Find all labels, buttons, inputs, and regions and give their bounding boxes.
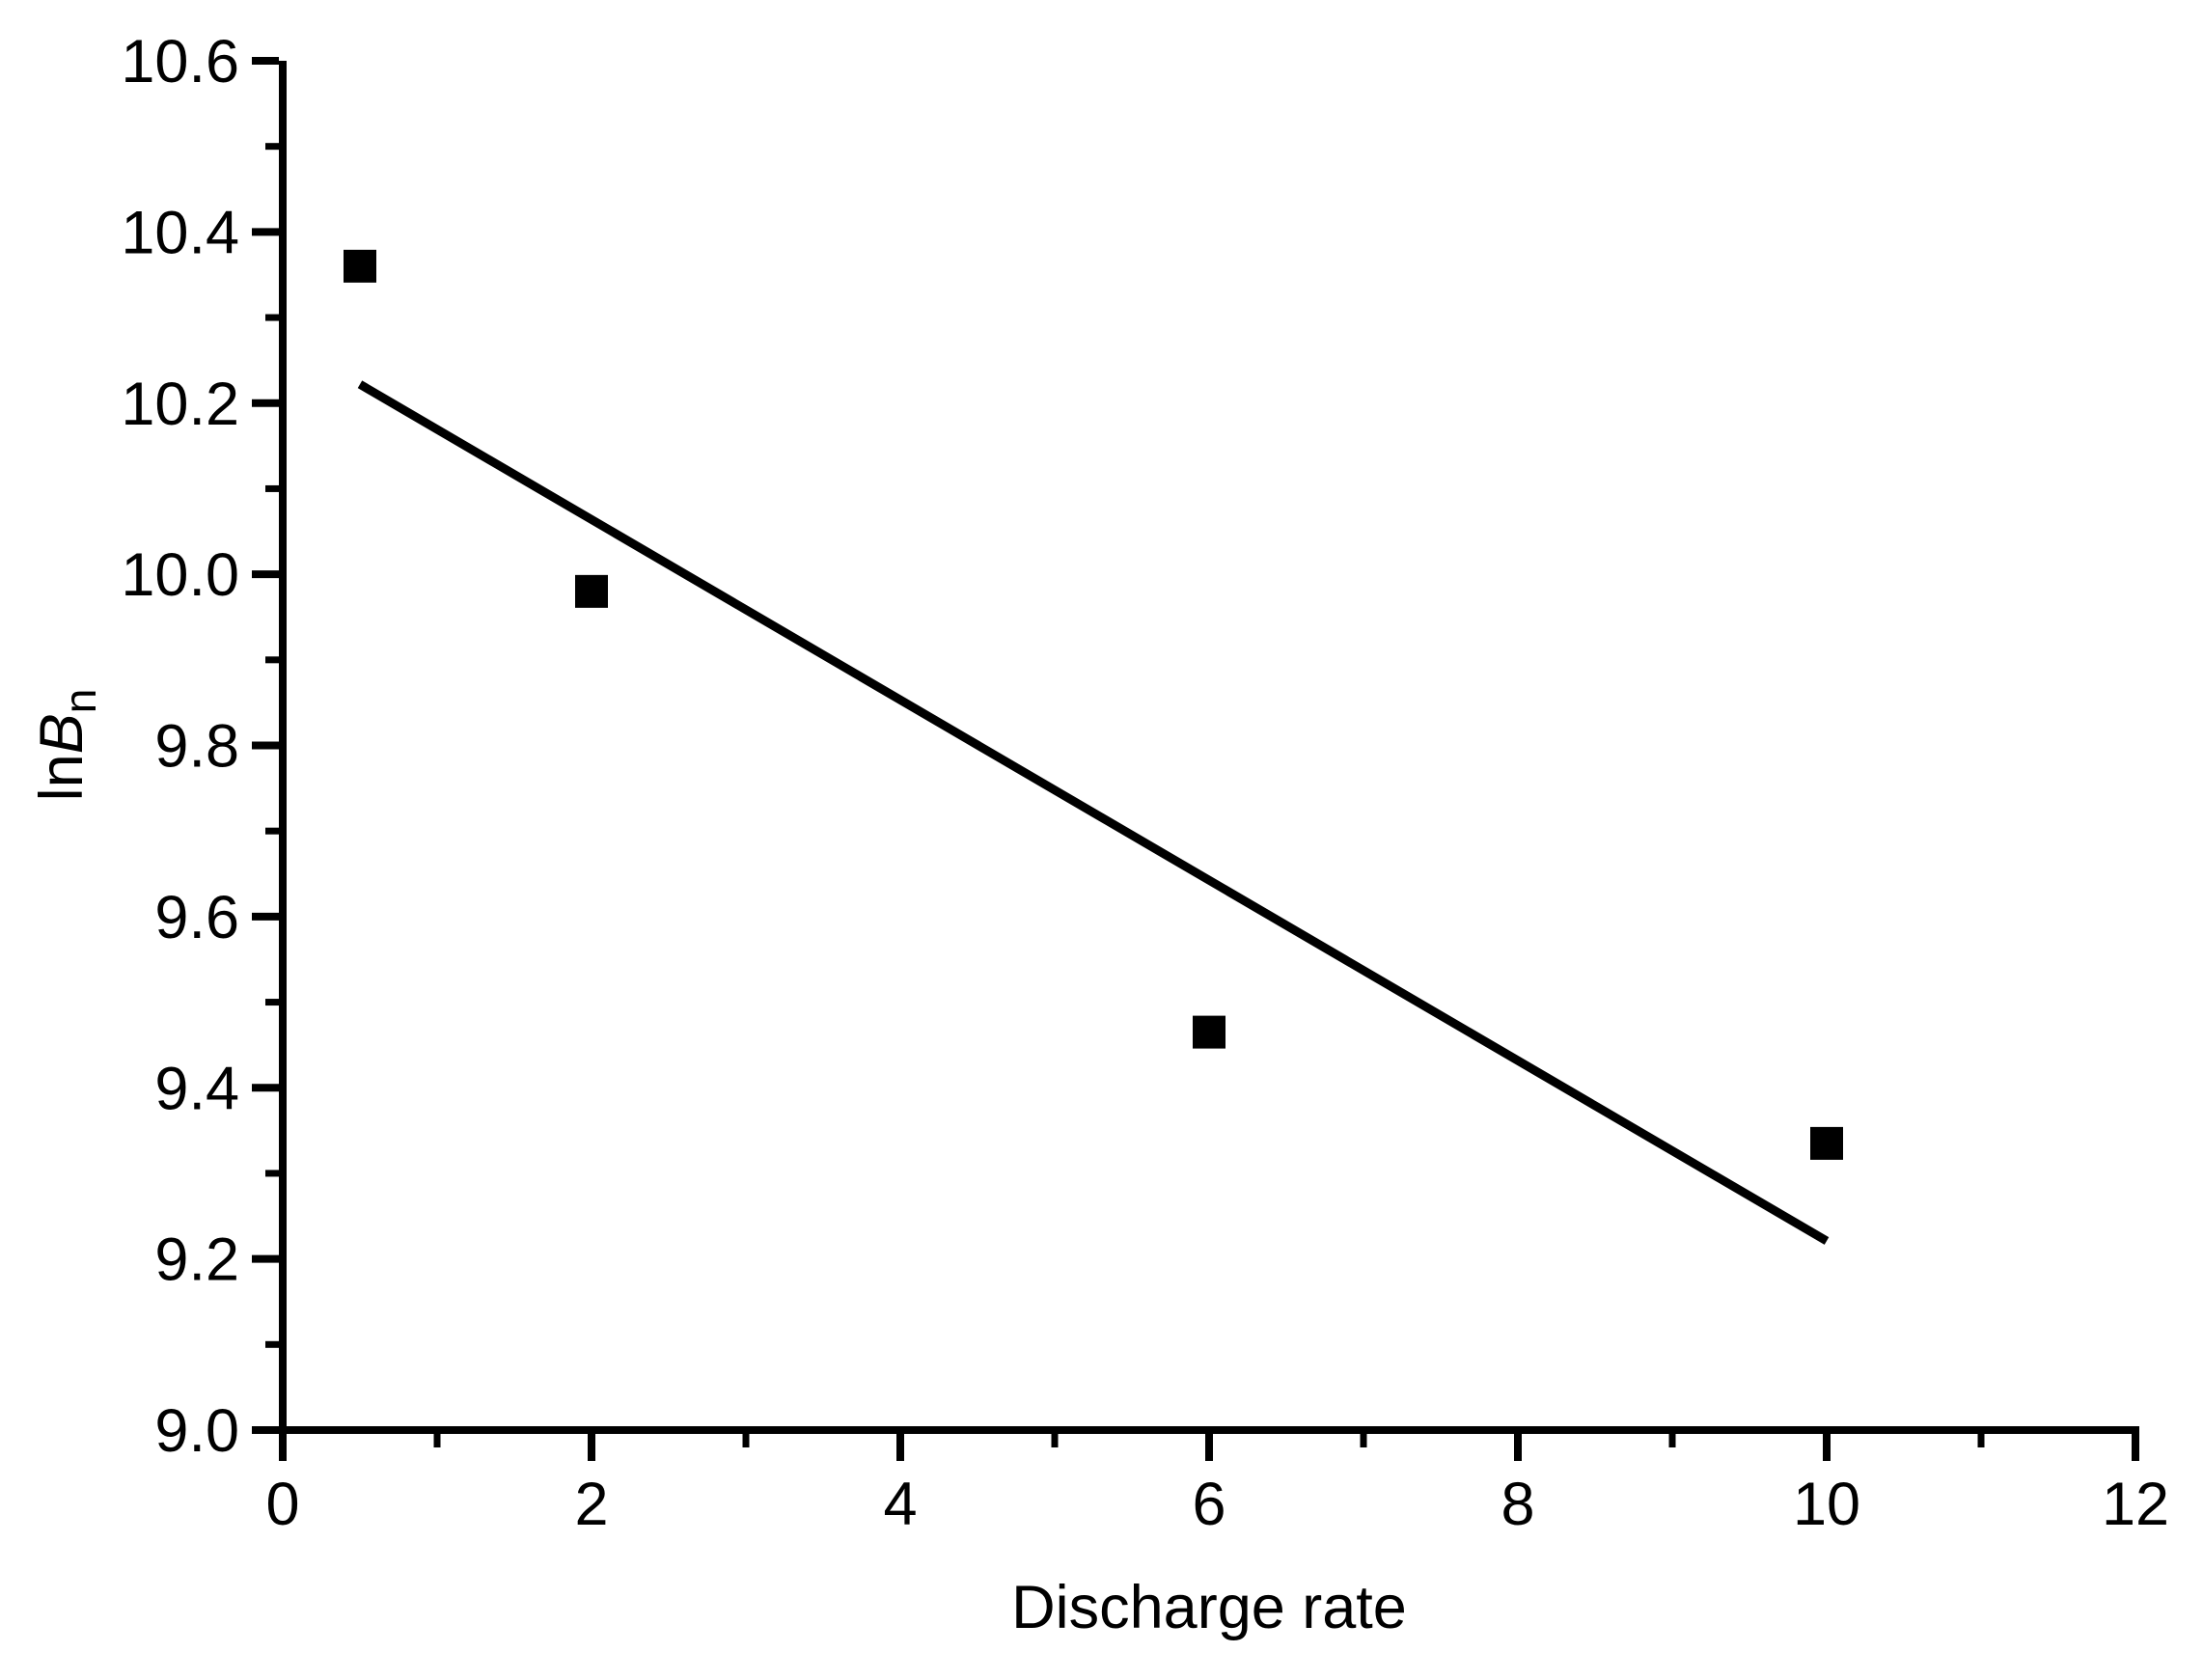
linear-fit-line xyxy=(357,380,1830,1245)
y-tick-label: 9.0 xyxy=(154,1397,239,1465)
y-tick-label: 10.2 xyxy=(121,371,239,438)
x-tick-label: 8 xyxy=(1501,1471,1534,1538)
data-point-marker xyxy=(1193,1015,1225,1049)
y-axis-title-prefix: ln xyxy=(28,754,96,801)
chart-series xyxy=(344,249,1843,1245)
y-tick-label: 9.8 xyxy=(154,713,239,781)
y-tick-label: 9.6 xyxy=(154,884,239,951)
y-axis-title: lnBn xyxy=(28,689,105,802)
x-tick-label: 10 xyxy=(1793,1471,1860,1538)
y-tick-label: 10.4 xyxy=(121,199,239,266)
x-tick-label: 0 xyxy=(265,1471,299,1538)
y-tick-label: 9.4 xyxy=(154,1055,239,1122)
x-tick-label: 4 xyxy=(883,1471,917,1538)
y-tick-label: 10.6 xyxy=(121,28,239,96)
y-axis-ticks xyxy=(252,57,279,1434)
x-tick-label: 6 xyxy=(1192,1471,1225,1538)
y-tick-label: 10.0 xyxy=(121,541,239,609)
data-point-marker xyxy=(575,574,608,608)
axes xyxy=(279,61,2139,1434)
y-axis-tick-labels: 9.0 9.2 9.4 9.6 9.8 10.0 10.2 10.4 10.6 xyxy=(121,28,239,1465)
y-axis-title-symbol: B xyxy=(28,713,96,754)
x-tick-label: 12 xyxy=(2102,1471,2169,1538)
y-tick-label: 9.2 xyxy=(154,1226,239,1294)
x-tick-label: 2 xyxy=(574,1471,608,1538)
data-point-marker xyxy=(1810,1126,1843,1160)
x-axis-title: Discharge rate xyxy=(1011,1574,1407,1641)
data-point-marker xyxy=(344,249,376,283)
y-axis-title-subscript: n xyxy=(55,689,105,714)
x-axis-ticks xyxy=(279,1434,2139,1461)
x-axis-tick-labels: 0 2 4 6 8 10 12 xyxy=(265,1471,2169,1538)
